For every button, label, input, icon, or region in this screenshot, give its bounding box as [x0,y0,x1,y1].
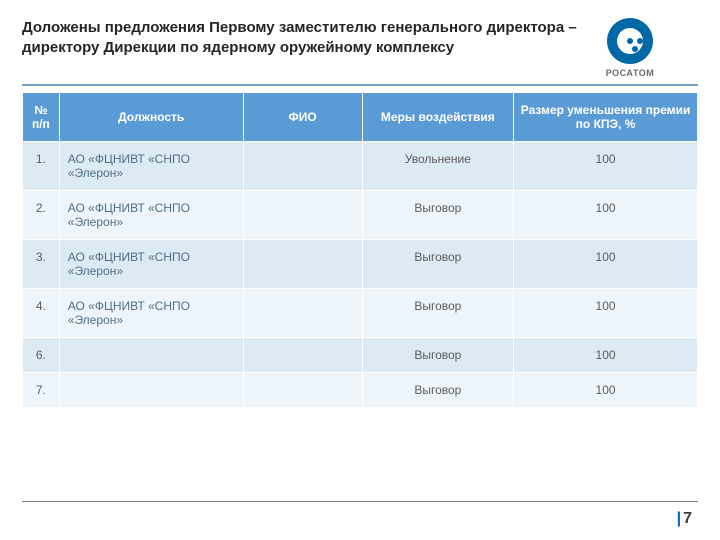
proposals-table: № п/п Должность ФИО Меры воздействия Раз… [22,92,698,408]
cell-fio [243,142,362,191]
col-position: Должность [59,93,243,142]
cell-measures: Выговор [362,289,513,338]
title-rule [22,84,698,86]
cell-position [59,373,243,408]
header: Доложены предложения Первому заместителю… [22,18,698,78]
cell-fio [243,289,362,338]
cell-fio [243,191,362,240]
rosatom-logo-icon [607,18,653,64]
cell-num: 2. [23,191,60,240]
cell-penalty: 100 [514,142,698,191]
cell-measures: Выговор [362,191,513,240]
cell-position: АО «ФЦНИВТ «СНПО «Элерон» [59,191,243,240]
cell-measures: Выговор [362,373,513,408]
cell-num: 7. [23,373,60,408]
cell-fio [243,240,362,289]
cell-position: АО «ФЦНИВТ «СНПО «Элерон» [59,142,243,191]
cell-position: АО «ФЦНИВТ «СНПО «Элерон» [59,240,243,289]
col-num: № п/п [23,93,60,142]
page-number-bar: | [677,510,681,527]
cell-position [59,338,243,373]
col-penalty: Размер уменьшения премии по КПЭ, % [514,93,698,142]
table-row: 7. Выговор100 [23,373,698,408]
cell-num: 1. [23,142,60,191]
table-row: 6. Выговор100 [23,338,698,373]
page-number-value: 7 [683,510,692,527]
col-fio: ФИО [243,93,362,142]
table-row: 4.АО «ФЦНИВТ «СНПО «Элерон» Выговор100 [23,289,698,338]
page-number: |7 [677,510,692,528]
col-measures: Меры воздействия [362,93,513,142]
table-row: 2.АО «ФЦНИВТ «СНПО «Элерон» Выговор100 [23,191,698,240]
logo-label: РОСАТОМ [606,68,654,78]
cell-penalty: 100 [514,289,698,338]
cell-num: 3. [23,240,60,289]
table-header-row: № п/п Должность ФИО Меры воздействия Раз… [23,93,698,142]
page: Доложены предложения Первому заместителю… [0,0,720,540]
cell-fio [243,373,362,408]
logo: РОСАТОМ [594,18,666,78]
cell-num: 6. [23,338,60,373]
cell-penalty: 100 [514,338,698,373]
page-title: Доложены предложения Первому заместителю… [22,18,582,57]
cell-measures: Увольнение [362,142,513,191]
footer-rule [22,501,698,502]
cell-penalty: 100 [514,191,698,240]
cell-measures: Выговор [362,338,513,373]
table-row: 1.АО «ФЦНИВТ «СНПО «Элерон» Увольнение100 [23,142,698,191]
cell-fio [243,338,362,373]
cell-num: 4. [23,289,60,338]
cell-penalty: 100 [514,240,698,289]
table-row: 3.АО «ФЦНИВТ «СНПО «Элерон» Выговор100 [23,240,698,289]
cell-penalty: 100 [514,373,698,408]
cell-position: АО «ФЦНИВТ «СНПО «Элерон» [59,289,243,338]
cell-measures: Выговор [362,240,513,289]
